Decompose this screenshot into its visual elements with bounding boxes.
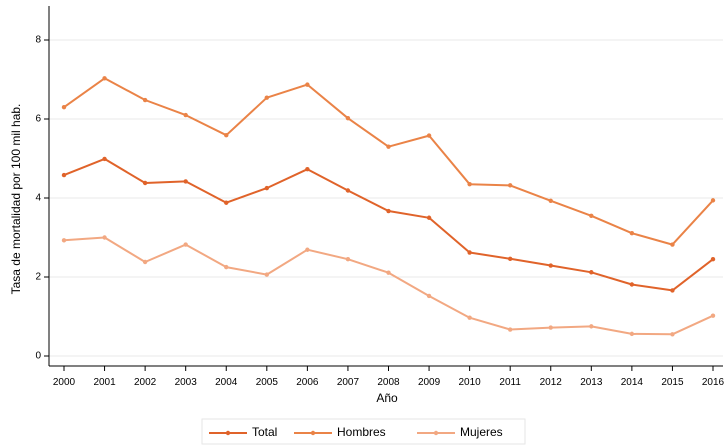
x-tick-label: 2015 xyxy=(661,377,684,388)
data-point xyxy=(710,198,716,203)
data-point xyxy=(629,230,635,236)
y-tick-label: 2 xyxy=(35,272,41,283)
x-tick-label: 2009 xyxy=(418,377,441,388)
data-point xyxy=(507,256,513,262)
y-tick-label: 8 xyxy=(35,35,41,46)
x-axis-title: Año xyxy=(376,391,398,405)
data-point xyxy=(61,238,67,243)
x-tick-label: 2001 xyxy=(93,377,116,388)
data-point xyxy=(467,315,472,320)
data-point xyxy=(345,188,351,193)
data-point xyxy=(670,242,675,247)
x-tick-label: 2010 xyxy=(459,377,482,388)
data-point xyxy=(548,198,553,203)
x-tick-label: 2007 xyxy=(337,377,360,388)
data-point xyxy=(183,179,188,184)
data-point xyxy=(670,288,675,293)
data-point xyxy=(61,104,67,110)
data-point xyxy=(710,257,716,262)
data-point xyxy=(305,166,310,172)
x-tick-label: 2002 xyxy=(134,377,157,388)
data-point xyxy=(467,181,472,187)
data-point xyxy=(507,183,513,188)
x-tick-label: 2003 xyxy=(175,377,198,388)
legend: Total Hombres Mujeres xyxy=(209,425,503,439)
data-point xyxy=(102,76,107,81)
axes xyxy=(48,6,723,367)
x-tick-label: 2008 xyxy=(377,377,400,388)
x-tick-label: 2006 xyxy=(296,377,319,388)
data-point xyxy=(589,324,594,329)
legend-label: Total xyxy=(252,425,277,439)
x-tick-label: 2005 xyxy=(256,377,279,388)
legend-item-total: Total xyxy=(209,425,277,439)
y-axis-ticks: 0 2 4 6 8 xyxy=(35,35,49,362)
data-point xyxy=(102,235,107,240)
x-tick-label: 2016 xyxy=(702,377,725,388)
data-point xyxy=(710,313,716,318)
data-point xyxy=(264,185,270,191)
data-point xyxy=(61,172,67,178)
data-point xyxy=(548,263,553,268)
data-point xyxy=(386,270,391,275)
data-point xyxy=(345,257,351,262)
y-tick-label: 0 xyxy=(35,351,41,362)
data-point xyxy=(386,144,391,149)
data-point xyxy=(589,270,594,275)
data-point xyxy=(142,180,148,186)
series-hombres xyxy=(61,76,716,247)
x-tick-label: 2000 xyxy=(53,377,76,388)
legend-item-hombres: Hombres xyxy=(294,425,386,439)
x-tick-label: 2014 xyxy=(621,377,644,388)
legend-item-mujeres: Mujeres xyxy=(417,425,503,439)
x-tick-label: 2004 xyxy=(215,377,238,388)
data-point xyxy=(142,259,148,265)
x-axis-ticks: 2000 2001 2002 2003 2004 2005 2006 2007 2008 2009… xyxy=(53,366,725,388)
series-mujeres xyxy=(61,235,716,337)
data-point xyxy=(264,95,270,100)
legend-box xyxy=(201,418,526,445)
legend-marker xyxy=(225,430,231,436)
data-point xyxy=(467,250,472,255)
legend-marker xyxy=(433,430,439,436)
y-tick-label: 4 xyxy=(35,193,41,204)
data-point xyxy=(305,247,310,252)
data-point xyxy=(102,156,107,162)
legend-label: Hombres xyxy=(337,425,386,439)
data-point xyxy=(183,112,188,118)
legend-label: Mujeres xyxy=(460,425,503,439)
data-point xyxy=(224,132,229,138)
data-point xyxy=(589,213,594,218)
data-point xyxy=(183,242,188,247)
data-point xyxy=(224,264,229,270)
series-total xyxy=(61,156,716,293)
data-point xyxy=(345,116,351,121)
data-point xyxy=(629,331,635,337)
data-point xyxy=(305,82,310,87)
x-tick-label: 2012 xyxy=(540,377,563,388)
plot-area xyxy=(49,6,723,366)
y-tick-label: 6 xyxy=(35,114,41,125)
x-tick-label: 2013 xyxy=(580,377,603,388)
data-point xyxy=(507,327,513,332)
grid-lines xyxy=(49,39,723,357)
data-point xyxy=(548,325,553,330)
series-group xyxy=(61,76,716,337)
data-point xyxy=(629,282,635,287)
data-point xyxy=(426,133,432,138)
data-point xyxy=(224,200,229,205)
data-point xyxy=(670,332,675,337)
data-point xyxy=(386,208,391,214)
legend-marker xyxy=(310,430,316,436)
data-point xyxy=(426,215,432,220)
y-axis-title: Tasa de mortalidad por 100 mil hab. xyxy=(9,104,23,295)
data-point xyxy=(426,293,432,299)
data-point xyxy=(142,97,148,103)
data-point xyxy=(264,272,270,277)
x-tick-label: 2011 xyxy=(499,377,521,388)
